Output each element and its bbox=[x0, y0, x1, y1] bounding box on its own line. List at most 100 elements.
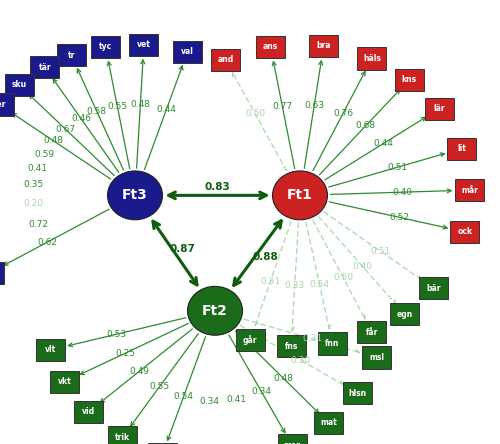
FancyBboxPatch shape bbox=[108, 426, 137, 444]
Text: fnn: fnn bbox=[326, 339, 340, 348]
Text: egn: egn bbox=[396, 310, 413, 319]
FancyBboxPatch shape bbox=[278, 434, 306, 444]
Text: mer: mer bbox=[284, 441, 300, 444]
FancyBboxPatch shape bbox=[420, 277, 448, 299]
Text: bär: bär bbox=[426, 284, 441, 293]
FancyBboxPatch shape bbox=[30, 56, 60, 79]
Text: vid: vid bbox=[82, 407, 95, 416]
Text: 0.68: 0.68 bbox=[356, 122, 376, 131]
FancyBboxPatch shape bbox=[256, 36, 285, 58]
Text: 0.53: 0.53 bbox=[106, 330, 126, 339]
Text: 0.51: 0.51 bbox=[370, 246, 390, 256]
FancyBboxPatch shape bbox=[358, 321, 386, 343]
Text: 0.25: 0.25 bbox=[115, 349, 135, 358]
Text: mår: mår bbox=[462, 186, 478, 194]
FancyBboxPatch shape bbox=[309, 35, 338, 57]
Text: 0.55: 0.55 bbox=[107, 102, 128, 111]
Text: bra: bra bbox=[316, 41, 331, 50]
Text: 0.41: 0.41 bbox=[226, 395, 246, 404]
Text: lär: lär bbox=[434, 104, 445, 113]
Text: tr: tr bbox=[68, 51, 75, 60]
Text: kns: kns bbox=[402, 75, 417, 84]
FancyBboxPatch shape bbox=[395, 69, 424, 91]
Text: 0.35: 0.35 bbox=[24, 180, 44, 189]
FancyBboxPatch shape bbox=[425, 98, 454, 120]
FancyBboxPatch shape bbox=[36, 339, 66, 361]
Text: fns: fns bbox=[284, 341, 298, 351]
Text: 0.44: 0.44 bbox=[156, 105, 176, 114]
Text: 0.34: 0.34 bbox=[200, 397, 220, 406]
Text: 0.48: 0.48 bbox=[274, 373, 293, 383]
Text: 0.44: 0.44 bbox=[374, 139, 394, 148]
Text: Ft2: Ft2 bbox=[202, 304, 228, 318]
FancyBboxPatch shape bbox=[173, 41, 202, 63]
Text: 0.67: 0.67 bbox=[56, 125, 76, 134]
Text: 0.54: 0.54 bbox=[174, 392, 194, 401]
Text: 0.50: 0.50 bbox=[333, 273, 353, 282]
Text: msl: msl bbox=[369, 353, 384, 362]
Text: tyc: tyc bbox=[99, 42, 112, 51]
Text: 0.48: 0.48 bbox=[130, 100, 150, 109]
Text: trik: trik bbox=[115, 433, 130, 442]
Text: 0.50: 0.50 bbox=[245, 110, 266, 119]
FancyBboxPatch shape bbox=[318, 333, 347, 355]
FancyBboxPatch shape bbox=[447, 138, 476, 160]
Text: Ft1: Ft1 bbox=[287, 188, 313, 202]
Text: 0.88: 0.88 bbox=[252, 253, 278, 262]
Text: 0.58: 0.58 bbox=[86, 107, 107, 116]
Text: 0.77: 0.77 bbox=[272, 102, 292, 111]
Text: häls: häls bbox=[363, 54, 381, 63]
Text: 0.48: 0.48 bbox=[44, 136, 64, 145]
Text: vkt: vkt bbox=[58, 377, 72, 386]
Text: går: går bbox=[243, 335, 258, 345]
Text: 0.52: 0.52 bbox=[389, 213, 409, 222]
Circle shape bbox=[272, 171, 328, 220]
FancyBboxPatch shape bbox=[0, 93, 14, 115]
Text: 0.30: 0.30 bbox=[290, 356, 310, 365]
Text: ans: ans bbox=[263, 42, 278, 51]
Text: 0.87: 0.87 bbox=[170, 244, 196, 254]
Text: 0.33: 0.33 bbox=[284, 281, 304, 290]
Text: 0.62: 0.62 bbox=[38, 238, 58, 246]
FancyBboxPatch shape bbox=[236, 329, 265, 351]
FancyBboxPatch shape bbox=[276, 335, 306, 357]
Text: 0.31: 0.31 bbox=[260, 278, 280, 286]
Text: 0.40: 0.40 bbox=[353, 262, 373, 271]
Text: mat: mat bbox=[320, 419, 337, 428]
Text: ock: ock bbox=[458, 227, 472, 236]
FancyBboxPatch shape bbox=[50, 371, 80, 393]
Text: 0.72: 0.72 bbox=[28, 220, 48, 230]
Text: 0.40: 0.40 bbox=[392, 188, 412, 197]
Text: 0.20: 0.20 bbox=[24, 199, 44, 208]
Text: 0.63: 0.63 bbox=[304, 101, 324, 110]
Text: tär: tär bbox=[38, 63, 51, 72]
FancyBboxPatch shape bbox=[74, 401, 103, 423]
Text: 0.59: 0.59 bbox=[34, 150, 54, 159]
Text: Ft3: Ft3 bbox=[122, 188, 148, 202]
Text: 0.51: 0.51 bbox=[387, 163, 407, 172]
Text: 0.34: 0.34 bbox=[252, 387, 272, 396]
FancyBboxPatch shape bbox=[456, 179, 484, 201]
Text: 0.46: 0.46 bbox=[71, 114, 91, 123]
Text: hlsn: hlsn bbox=[348, 388, 366, 397]
Text: 0.31: 0.31 bbox=[302, 334, 322, 343]
FancyBboxPatch shape bbox=[390, 303, 419, 325]
Text: vlt: vlt bbox=[45, 345, 56, 354]
FancyBboxPatch shape bbox=[91, 36, 120, 58]
FancyBboxPatch shape bbox=[57, 44, 86, 67]
Text: 0.41: 0.41 bbox=[28, 164, 48, 173]
FancyBboxPatch shape bbox=[4, 74, 34, 96]
Text: 0.49: 0.49 bbox=[129, 367, 149, 376]
Text: sku: sku bbox=[12, 80, 26, 89]
Text: vet: vet bbox=[137, 40, 151, 49]
Text: ser: ser bbox=[0, 100, 6, 109]
Text: val: val bbox=[181, 48, 194, 56]
FancyBboxPatch shape bbox=[362, 346, 391, 369]
FancyBboxPatch shape bbox=[0, 262, 4, 284]
Circle shape bbox=[108, 171, 162, 220]
FancyBboxPatch shape bbox=[148, 443, 177, 444]
Text: 0.55: 0.55 bbox=[150, 382, 170, 391]
FancyBboxPatch shape bbox=[130, 33, 158, 56]
FancyBboxPatch shape bbox=[211, 48, 240, 71]
FancyBboxPatch shape bbox=[343, 382, 372, 404]
